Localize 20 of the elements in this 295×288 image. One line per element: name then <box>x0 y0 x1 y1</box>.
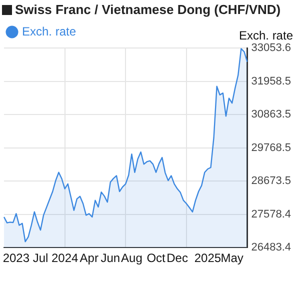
x-tick-label: 2023 <box>2 251 30 266</box>
x-tick-label: Oct <box>146 251 166 266</box>
y-tick-label: 30863.5 <box>251 108 292 121</box>
y-tick-label: 29768.5 <box>251 142 292 154</box>
y-tick-label: 27578.4 <box>251 208 292 220</box>
y-tick-label: 31958.5 <box>251 75 292 88</box>
x-tick-label: Aug <box>121 251 142 266</box>
y-tick-label: 26483.4 <box>251 242 292 254</box>
x-tick-label: Jul <box>32 251 48 266</box>
y-tick-label: 28673.5 <box>251 175 292 188</box>
x-tick-label: 2024 <box>51 251 78 266</box>
y-tick-label: 33053.6 <box>251 42 292 54</box>
chart-title: Swiss Franc / Vietnamese Dong (CHF/VND) <box>15 2 281 17</box>
legend-label: Exch. rate <box>22 24 76 38</box>
x-tick-label: 2025 <box>194 251 222 266</box>
x-tick-label: Jun <box>100 251 120 266</box>
x-tick-label: May <box>220 251 244 266</box>
x-tick-label: Apr <box>80 251 98 266</box>
x-tick-label: Dec <box>166 251 188 266</box>
y-axis-title: Exch. rate <box>238 28 294 42</box>
